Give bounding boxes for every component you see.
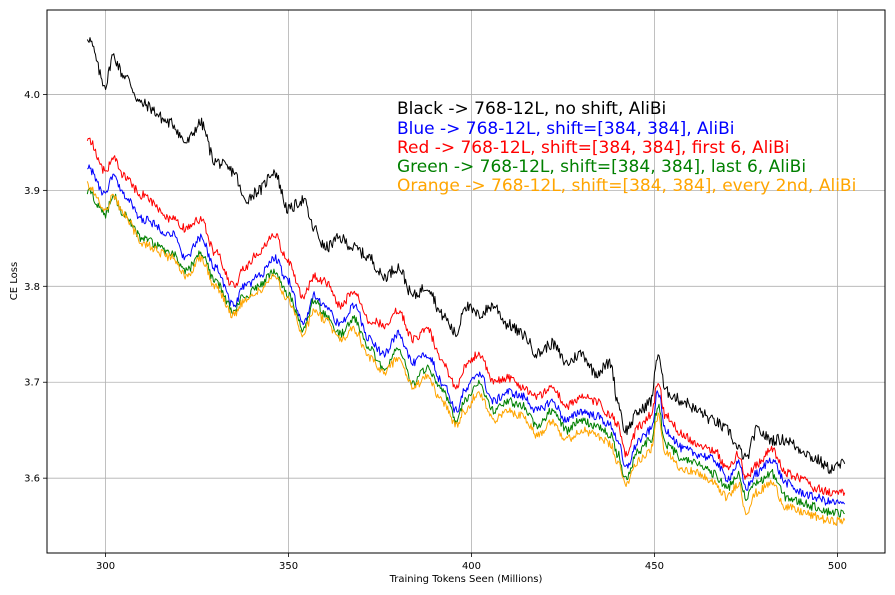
series-lines — [86, 37, 846, 526]
y-tick-label: 3.7 — [24, 378, 40, 389]
y-axis-label: CE Loss — [9, 262, 20, 300]
y-tick-label: 3.9 — [24, 186, 40, 197]
series-line-blue — [87, 164, 846, 506]
legend-entry-orange: Orange -> 768-12L, shift=[384, 384], eve… — [397, 176, 856, 196]
legend-entry-green: Green -> 768-12L, shift=[384, 384], last… — [397, 157, 806, 177]
x-axis-label: Training Tokens Seen (Millions) — [389, 574, 543, 585]
legend-entry-blue: Blue -> 768-12L, shift=[384, 384], AliBi — [397, 119, 735, 139]
y-tick-label: 3.8 — [24, 282, 40, 293]
plot-frame — [46, 9, 886, 554]
legend: Black -> 768-12L, no shift, AliBi Blue -… — [397, 99, 856, 196]
x-tick-label: 500 — [828, 561, 847, 572]
x-tick-label: 400 — [462, 561, 481, 572]
series-line-orange — [86, 181, 846, 526]
legend-entry-black: Black -> 768-12L, no shift, AliBi — [397, 99, 666, 119]
y-tick-label: 3.6 — [24, 474, 40, 485]
series-line-green — [86, 187, 845, 518]
x-tick-label: 450 — [645, 561, 664, 572]
legend-entry-red: Red -> 768-12L, shift=[384, 384], first … — [397, 138, 789, 158]
x-tick-label: 350 — [279, 561, 298, 572]
series-line-black — [86, 37, 846, 475]
y-tick-label: 4.0 — [24, 90, 40, 101]
axis-ticks: 300 350 400 450 500 3.6 3.7 3.8 3.9 4.0 — [24, 90, 847, 572]
grid-lines — [47, 10, 885, 553]
x-tick-label: 300 — [96, 561, 115, 572]
series-line-red — [86, 137, 846, 497]
